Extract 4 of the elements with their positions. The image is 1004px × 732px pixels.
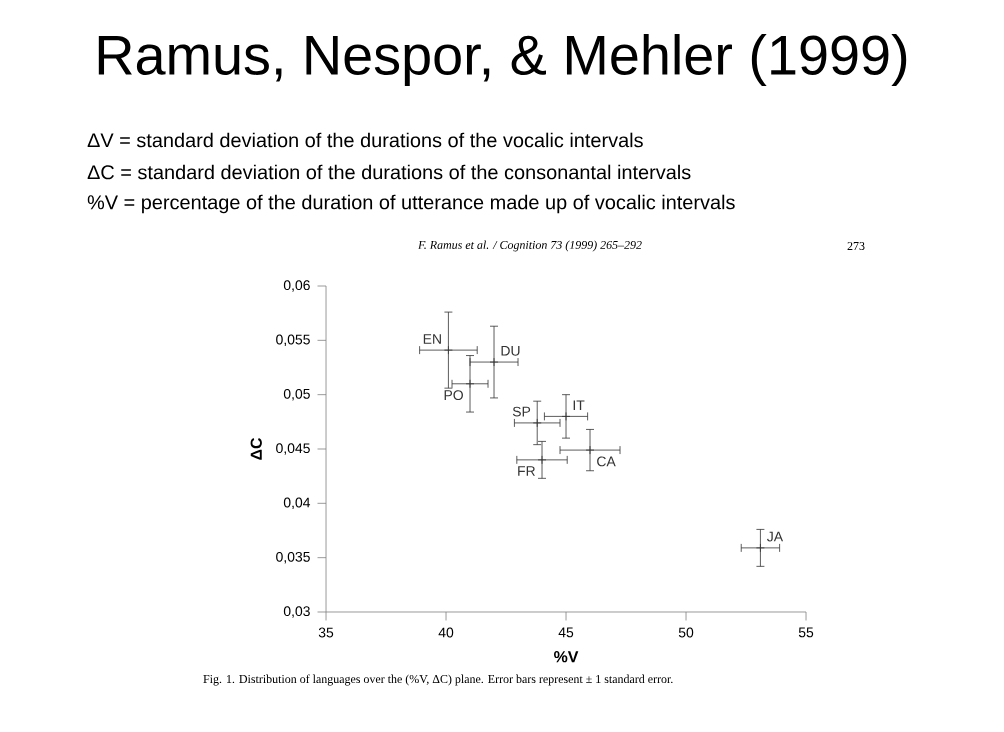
text: ΔC = standard deviation of the durations of the consonantal intervals bbox=[87, 164, 691, 180]
chart-title: Ramus, Nespor, & Mehler (1999) bbox=[98, 34, 907, 86]
text: ΔV = standard deviation of the durations of the vocalic intervals bbox=[87, 132, 643, 148]
text: %V = percentage of the duration of utterance made up of vocalic intervals bbox=[87, 194, 735, 214]
